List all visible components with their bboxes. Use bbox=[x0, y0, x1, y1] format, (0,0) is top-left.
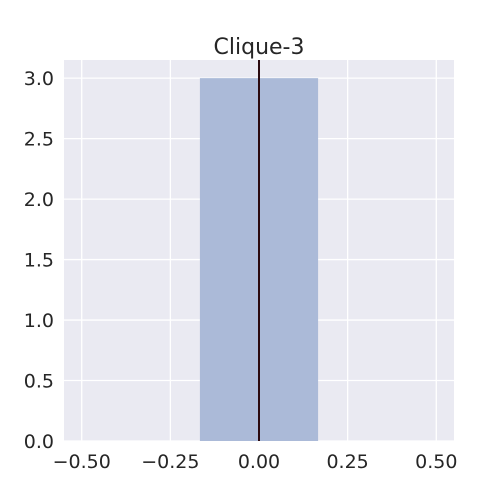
x-tick-label: 0.50 bbox=[415, 451, 457, 473]
x-tick-label: 0.25 bbox=[326, 451, 368, 473]
y-tick-label: 3.0 bbox=[24, 68, 54, 90]
y-tick-label: 2.0 bbox=[24, 189, 54, 211]
x-tick-label: 0.00 bbox=[238, 451, 280, 473]
y-tick-label: 0.5 bbox=[24, 371, 54, 393]
y-tick-label: 2.5 bbox=[24, 129, 54, 151]
y-tick-label: 1.0 bbox=[24, 310, 54, 332]
x-tick-label: −0.25 bbox=[141, 451, 199, 473]
y-tick-label: 0.0 bbox=[24, 431, 54, 453]
y-tick-label: 1.5 bbox=[24, 250, 54, 272]
x-tick-label: −0.50 bbox=[53, 451, 111, 473]
chart-title: Clique-3 bbox=[214, 35, 305, 60]
y-tick-labels: 0.0 0.5 1.0 1.5 2.0 2.5 3.0 bbox=[24, 68, 54, 453]
x-tick-labels: −0.50 −0.25 0.00 0.25 0.50 bbox=[53, 451, 458, 473]
